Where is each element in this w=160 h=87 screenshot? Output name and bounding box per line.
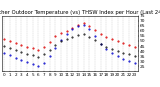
Title: Milwaukee Weather Outdoor Temperature (vs) THSW Index per Hour (Last 24 Hours): Milwaukee Weather Outdoor Temperature (v…: [0, 10, 160, 15]
